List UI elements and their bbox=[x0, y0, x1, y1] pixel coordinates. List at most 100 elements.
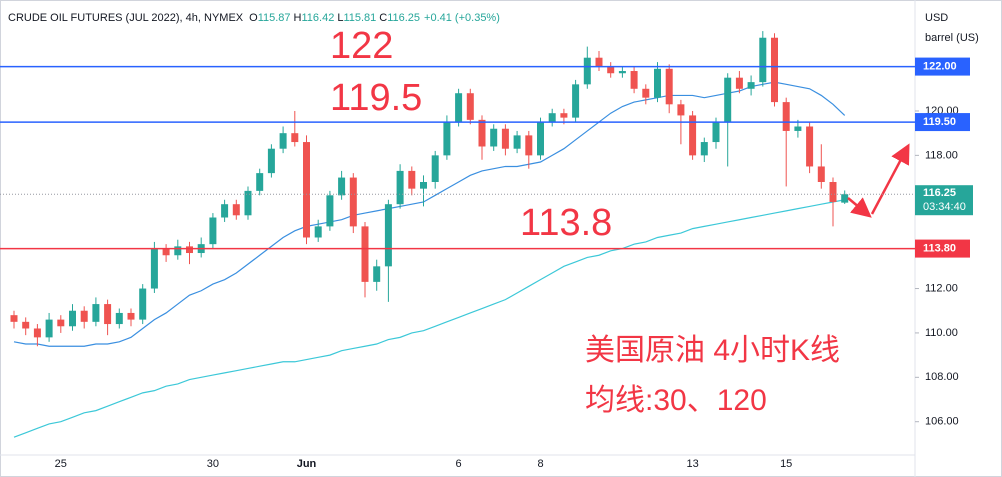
candle-body bbox=[127, 312, 135, 320]
candle-body bbox=[150, 248, 158, 289]
candle-body bbox=[232, 204, 240, 216]
candle-body bbox=[829, 182, 837, 202]
candle-body bbox=[654, 68, 661, 98]
candle-body bbox=[642, 88, 650, 98]
candle-body bbox=[80, 310, 88, 322]
candle-body bbox=[841, 194, 849, 203]
candle-body bbox=[443, 122, 451, 156]
candle-body bbox=[525, 135, 533, 156]
candle-body bbox=[806, 126, 814, 167]
candle-body bbox=[513, 135, 521, 149]
candle-body bbox=[314, 226, 322, 238]
candle-body bbox=[186, 246, 193, 254]
x-tick-label: 30 bbox=[207, 458, 219, 470]
symbol-title: CRUDE OIL FUTURES (JUL 2022), 4h, NYMEX bbox=[8, 12, 244, 24]
candle-body bbox=[700, 142, 708, 156]
candle-body bbox=[560, 113, 568, 118]
candle-body bbox=[607, 66, 615, 74]
ohlc-key: C bbox=[379, 12, 387, 24]
plot-area bbox=[10, 31, 849, 438]
candle-body bbox=[455, 93, 463, 123]
candle-body bbox=[45, 319, 53, 338]
ohlc-key: O bbox=[249, 12, 258, 24]
moving-average bbox=[13, 81, 846, 347]
countdown: 03:34:40 bbox=[923, 201, 966, 213]
candle-body bbox=[57, 319, 65, 327]
arrow bbox=[870, 143, 910, 215]
candle-body bbox=[431, 155, 439, 182]
candle-body bbox=[256, 173, 264, 191]
ohlc-key: L bbox=[337, 12, 343, 24]
ohlc-value: 116.25 bbox=[387, 12, 420, 24]
last-price-label: 116.25 bbox=[923, 187, 956, 199]
candle-body bbox=[771, 37, 778, 103]
candle-body bbox=[595, 57, 603, 67]
candle-body bbox=[384, 204, 392, 267]
candle-body bbox=[583, 57, 591, 85]
x-tick-label: Jun bbox=[297, 458, 317, 470]
candle-body bbox=[338, 177, 346, 196]
ohlc-key: H bbox=[294, 12, 302, 24]
candle-body bbox=[735, 77, 743, 89]
price-badge-label: 119.50 bbox=[923, 116, 956, 128]
candle-body bbox=[10, 315, 18, 322]
candle-body bbox=[174, 246, 182, 256]
ohlc-value: 115.87 bbox=[258, 12, 291, 24]
price-badge bbox=[915, 239, 970, 258]
price-badge-label: 113.80 bbox=[923, 242, 956, 254]
level-note: 113.8 bbox=[520, 202, 612, 244]
level-note: 122 bbox=[330, 25, 393, 67]
candle-body bbox=[209, 217, 217, 245]
arrow bbox=[847, 197, 872, 218]
candle-body bbox=[326, 195, 334, 227]
x-tick-label: 15 bbox=[780, 458, 792, 470]
ohlc-change: +0.41 (+0.35%) bbox=[424, 12, 500, 24]
y-unit: USD bbox=[925, 12, 948, 24]
candle-body bbox=[572, 84, 580, 118]
candle-body bbox=[478, 119, 486, 147]
moving-average bbox=[13, 199, 845, 438]
candle-body bbox=[22, 321, 30, 329]
price-badge-label: 122.00 bbox=[923, 60, 957, 72]
candle-body bbox=[537, 122, 544, 156]
y-tick-label: 110.00 bbox=[925, 327, 958, 339]
y-tick-label: 112.00 bbox=[925, 282, 958, 294]
candle-body bbox=[665, 68, 673, 105]
candle-body bbox=[349, 177, 357, 227]
candle-body bbox=[420, 182, 427, 189]
candle-body bbox=[162, 248, 170, 256]
candle-body bbox=[501, 128, 509, 149]
candle-body bbox=[618, 71, 626, 74]
x-tick-label: 8 bbox=[537, 458, 543, 470]
candle-body bbox=[782, 102, 790, 131]
candle-body bbox=[712, 122, 720, 143]
y-tick-label: 108.00 bbox=[925, 371, 959, 383]
candle-body bbox=[724, 77, 732, 123]
candle-body bbox=[139, 288, 147, 320]
x-tick-label: 13 bbox=[686, 458, 698, 470]
ohlc-value: 116.42 bbox=[301, 12, 334, 24]
candle-body bbox=[747, 82, 755, 89]
candle-body bbox=[759, 37, 767, 83]
candle-body bbox=[244, 190, 252, 216]
x-tick-label: 6 bbox=[456, 458, 462, 470]
candle-body bbox=[466, 93, 474, 120]
candle-body bbox=[221, 204, 229, 218]
y-tick-label: 118.00 bbox=[925, 149, 958, 161]
candle-body bbox=[490, 128, 498, 147]
candle-body bbox=[33, 328, 41, 338]
candle-body bbox=[677, 104, 685, 116]
level-note: 119.5 bbox=[330, 77, 422, 119]
candle-body bbox=[817, 166, 825, 182]
candle-body bbox=[279, 133, 287, 149]
candle-body bbox=[408, 170, 416, 189]
y-unit: barrel (US) bbox=[925, 32, 979, 44]
candle-body bbox=[794, 126, 802, 131]
candle-body bbox=[548, 113, 556, 123]
last-price-badge bbox=[915, 185, 973, 216]
price-badge bbox=[915, 57, 970, 76]
candle-body bbox=[361, 226, 369, 282]
